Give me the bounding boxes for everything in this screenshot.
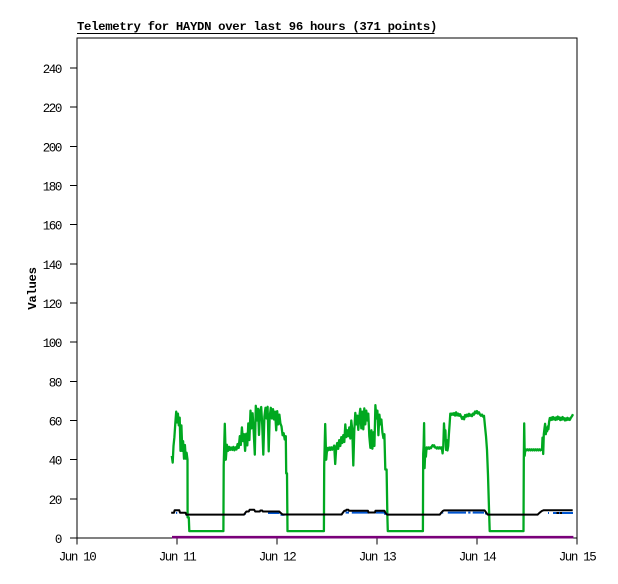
svg-text:Jun 10: Jun 10	[59, 551, 97, 565]
svg-text:40: 40	[49, 455, 62, 469]
svg-text:Jun 13: Jun 13	[359, 551, 397, 565]
svg-text:160: 160	[43, 220, 62, 234]
svg-text:220: 220	[43, 102, 62, 116]
svg-text:Jun 12: Jun 12	[259, 551, 297, 565]
svg-text:80: 80	[49, 376, 62, 390]
svg-text:Jun 15: Jun 15	[559, 551, 597, 565]
svg-text:Jun 11: Jun 11	[159, 551, 197, 565]
svg-text:Telemetry for HAYDN over last: Telemetry for HAYDN over last 96 hours (…	[77, 20, 437, 34]
svg-text:200: 200	[43, 141, 62, 155]
svg-text:Values: Values	[26, 267, 40, 309]
svg-text:140: 140	[43, 259, 62, 273]
svg-text:20: 20	[49, 494, 62, 508]
svg-text:Jun 14: Jun 14	[459, 551, 497, 565]
svg-text:180: 180	[43, 181, 62, 195]
svg-text:60: 60	[49, 416, 62, 430]
svg-text:0: 0	[55, 533, 62, 547]
svg-text:100: 100	[43, 337, 62, 351]
svg-text:120: 120	[43, 298, 62, 312]
svg-text:240: 240	[43, 63, 62, 77]
